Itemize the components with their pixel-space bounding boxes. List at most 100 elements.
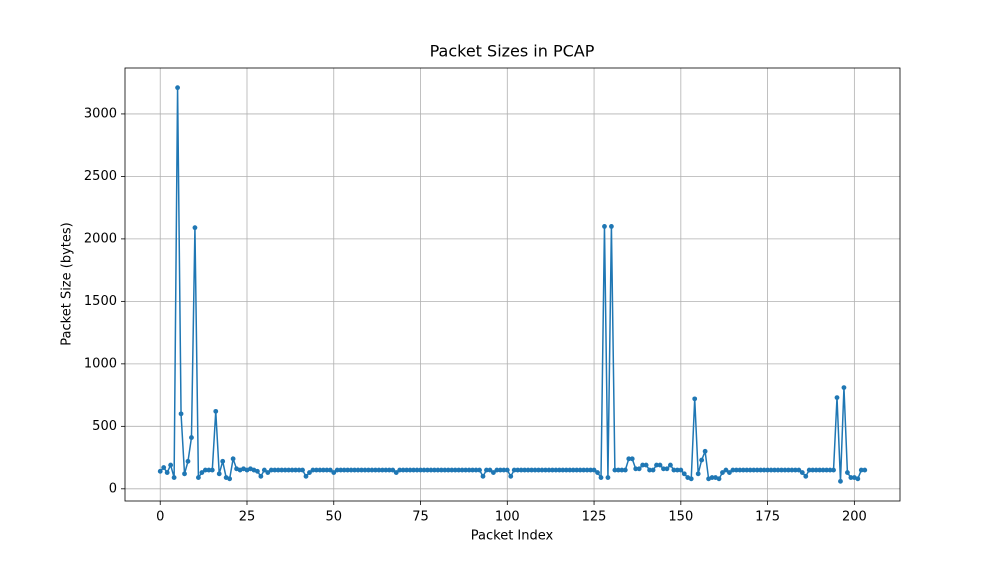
data-point	[786, 467, 791, 473]
data-point	[435, 467, 441, 473]
data-point	[414, 467, 420, 473]
data-point	[758, 467, 764, 473]
data-point	[855, 476, 861, 482]
data-point	[720, 470, 725, 475]
data-point	[567, 467, 573, 473]
data-point	[674, 467, 680, 473]
data-point	[345, 467, 351, 473]
data-point	[605, 475, 611, 480]
data-point	[227, 476, 233, 482]
data-point	[189, 435, 194, 440]
y-tick-label: 3000	[84, 106, 117, 121]
data-point	[452, 467, 458, 473]
data-point	[643, 462, 649, 468]
data-point	[789, 467, 795, 473]
data-point	[373, 467, 378, 473]
data-point	[438, 467, 444, 473]
data-point	[175, 85, 180, 91]
data-point	[688, 476, 694, 482]
data-point	[164, 470, 170, 475]
x-tick-label: 175	[755, 510, 780, 525]
data-point	[289, 467, 295, 473]
data-point	[702, 448, 708, 454]
data-point	[848, 475, 854, 480]
data-point	[827, 467, 833, 473]
data-point	[296, 467, 302, 473]
data-point	[733, 467, 739, 473]
data-point	[716, 476, 722, 482]
data-point	[352, 467, 357, 473]
x-tick-label: 75	[412, 510, 429, 525]
data-point	[546, 467, 552, 473]
y-tick-label: 1000	[84, 356, 117, 371]
data-point	[845, 470, 850, 475]
data-point	[324, 467, 330, 473]
data-point	[209, 467, 215, 473]
data-point	[813, 467, 819, 473]
data-point	[265, 470, 271, 475]
data-point	[775, 467, 781, 473]
data-point	[293, 467, 298, 473]
data-point	[556, 467, 562, 473]
data-point	[740, 467, 746, 473]
data-point	[213, 408, 219, 414]
y-tick-label: 500	[92, 419, 117, 434]
data-point	[178, 411, 184, 417]
x-tick-label: 150	[668, 510, 693, 525]
data-point	[536, 467, 541, 473]
y-tick-label: 2000	[84, 231, 117, 246]
data-point	[858, 467, 864, 473]
data-point	[355, 467, 361, 473]
data-point	[192, 225, 198, 231]
data-point	[196, 475, 201, 480]
y-tick-label: 0	[109, 481, 117, 496]
data-point	[171, 475, 177, 480]
data-point	[473, 467, 479, 473]
data-point	[459, 467, 465, 473]
data-point	[317, 467, 323, 473]
data-point	[300, 467, 305, 473]
data-point	[803, 473, 809, 479]
data-point	[501, 467, 507, 473]
data-point	[765, 467, 770, 473]
data-point	[619, 467, 625, 473]
data-point	[261, 467, 267, 473]
data-point	[609, 223, 614, 229]
data-point	[487, 467, 493, 473]
data-point	[692, 396, 698, 402]
data-point	[491, 470, 496, 475]
data-point	[320, 467, 326, 473]
data-point	[668, 462, 673, 468]
data-point	[751, 467, 757, 473]
data-point	[400, 467, 406, 473]
data-point	[657, 462, 663, 468]
data-point	[699, 457, 705, 463]
data-point	[258, 473, 264, 479]
data-point	[484, 467, 489, 473]
data-point	[202, 467, 208, 473]
data-point	[522, 467, 528, 473]
data-point	[744, 467, 750, 473]
data-point	[612, 467, 618, 473]
data-point	[504, 467, 510, 473]
data-point	[314, 467, 319, 473]
data-point	[255, 468, 260, 474]
data-point	[834, 395, 840, 400]
data-point	[511, 467, 517, 473]
data-point	[157, 468, 163, 474]
data-point	[477, 467, 482, 473]
data-point	[393, 470, 399, 475]
data-point	[449, 467, 455, 473]
data-point	[563, 467, 569, 473]
data-point	[615, 467, 621, 473]
data-point	[456, 467, 462, 473]
x-tick-label: 50	[325, 510, 342, 525]
data-point	[647, 467, 652, 473]
data-point	[470, 467, 475, 473]
data-point	[341, 467, 347, 473]
data-point	[518, 467, 524, 473]
data-point	[650, 467, 656, 473]
data-point	[383, 467, 389, 473]
data-point	[747, 467, 753, 473]
x-tick-label: 200	[842, 510, 867, 525]
